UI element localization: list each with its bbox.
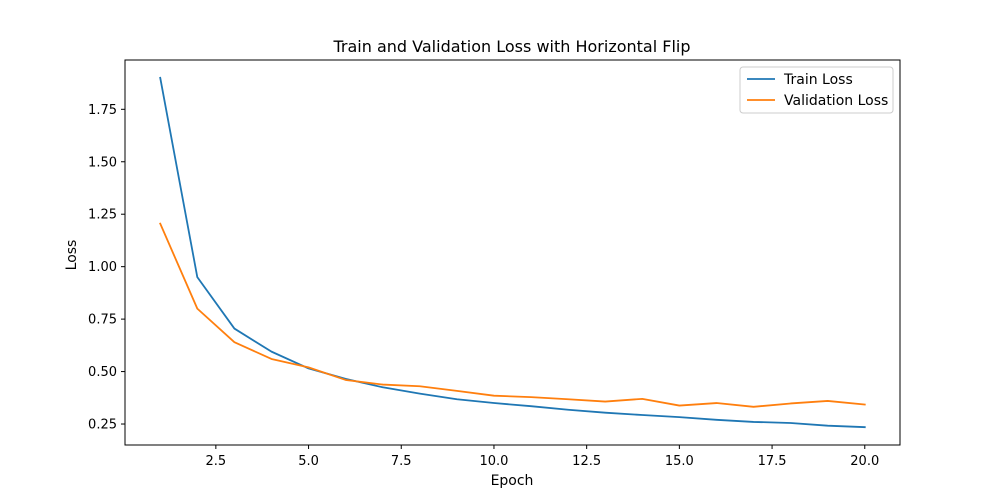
y-tick-label: 0.75 — [88, 313, 117, 328]
y-tick-label: 1.25 — [88, 208, 117, 223]
chart-title: Train and Validation Loss with Horizonta… — [333, 37, 691, 56]
x-tick-label: 5.0 — [298, 454, 319, 469]
x-axis-label: Epoch — [491, 473, 534, 489]
axes: 2.5 5.0 7.5 10.0 12.5 15.0 17.5 20.0 0.25 0.50 0.7… — [88, 59, 901, 469]
y-tick-label: 1.00 — [88, 260, 117, 275]
plot-frame — [124, 59, 901, 446]
series-line-train-loss — [159, 76, 866, 429]
series-line-validation-loss — [159, 222, 866, 408]
x-tick-label: 15.0 — [665, 454, 694, 469]
x-tick-label: 12.5 — [572, 454, 601, 469]
legend-label: Validation Loss — [784, 93, 888, 109]
y-tick-label: 1.50 — [88, 155, 117, 170]
x-tick-label: 10.0 — [479, 454, 508, 469]
x-tick-label: 2.5 — [206, 454, 227, 469]
legend-box — [739, 66, 894, 114]
plot-area — [159, 76, 866, 429]
x-tick-label: 7.5 — [391, 454, 412, 469]
y-axis-label: Loss — [64, 240, 80, 271]
y-tick-label: 0.50 — [88, 365, 117, 380]
legend-label: Train Loss — [783, 72, 853, 88]
legend: Train Loss Validation Loss — [739, 66, 894, 114]
y-tick-label: 0.25 — [88, 418, 117, 433]
y-tick-label: 1.75 — [88, 103, 117, 118]
x-tick-label: 20.0 — [850, 454, 879, 469]
x-tick-label: 17.5 — [758, 454, 787, 469]
